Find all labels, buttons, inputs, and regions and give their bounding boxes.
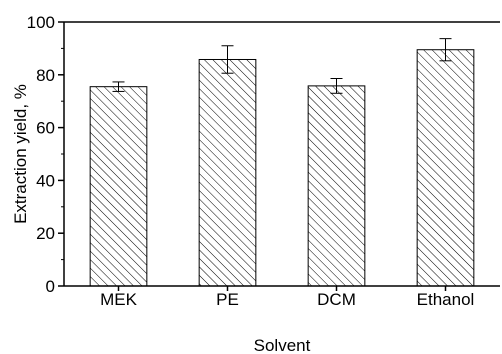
error-bar-mek xyxy=(112,81,125,92)
error-bar-ethanol xyxy=(439,38,452,62)
bar-ethanol xyxy=(416,49,475,287)
error-bar-dcm xyxy=(330,77,343,94)
error-bars-layer xyxy=(112,38,452,94)
error-bar-pe xyxy=(221,45,234,74)
y-tick-label-80: 80 xyxy=(36,66,55,85)
x-axis-title: Solvent xyxy=(254,336,311,354)
y-tick-label-20: 20 xyxy=(36,224,55,243)
y-tick-label-40: 40 xyxy=(36,171,55,190)
x-tick-label-pe: PE xyxy=(216,290,239,309)
y-tick-label-0: 0 xyxy=(46,277,55,296)
bar-mek xyxy=(89,86,148,287)
y-tick-label-60: 60 xyxy=(36,119,55,138)
bar-dcm xyxy=(307,85,366,287)
bar-pe xyxy=(198,58,257,287)
bars-layer xyxy=(89,49,475,287)
axes-layer xyxy=(58,21,500,291)
y-axis-title: Extraction yield, % xyxy=(11,84,30,224)
x-tick-label-ethanol: Ethanol xyxy=(417,290,475,309)
y-tick-label-100: 100 xyxy=(27,13,55,32)
x-tick-label-mek: MEK xyxy=(100,290,138,309)
labels-layer: MEK PE DCM Ethanol 0 20 40 60 80 100 Solvent Extrac… xyxy=(11,13,474,354)
x-tick-label-dcm: DCM xyxy=(317,290,356,309)
